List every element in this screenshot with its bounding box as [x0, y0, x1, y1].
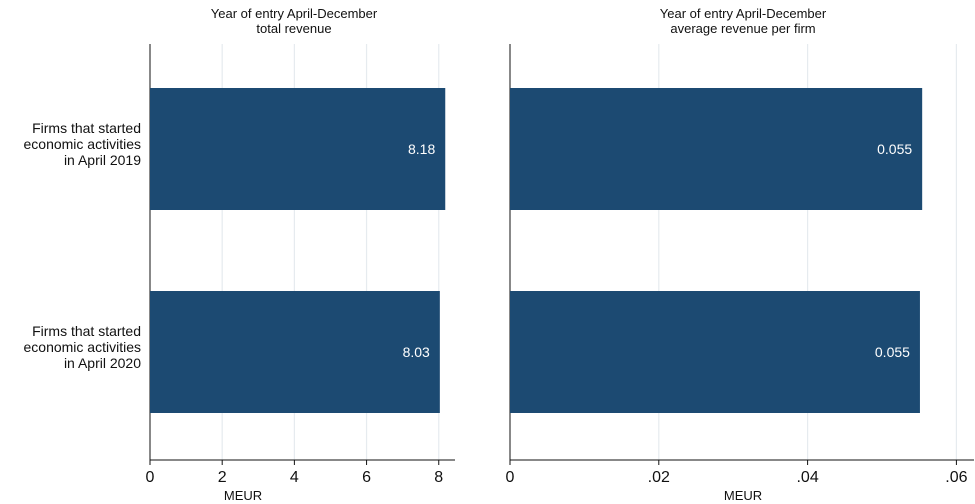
x-tick-label: 2 — [218, 469, 227, 486]
panel-title: Year of entry April-December — [660, 6, 827, 21]
category-label-line: Firms that started — [32, 323, 141, 339]
category-label: Firms that started economic activities in … — [24, 323, 142, 371]
x-tick-label: 4 — [290, 469, 299, 486]
x-tick-label: 8 — [434, 469, 443, 486]
bar — [150, 88, 446, 210]
x-tick-label: .06 — [945, 469, 967, 486]
bar-data-label: 8.03 — [403, 344, 430, 360]
bar-data-label: 8.18 — [408, 141, 435, 157]
bar-data-label: 0.055 — [875, 344, 910, 360]
x-tick-label: .04 — [796, 469, 818, 486]
category-label-line: economic activities — [24, 339, 142, 355]
bar — [510, 88, 923, 210]
panel-subtitle: average revenue per firm — [670, 21, 815, 36]
bar — [150, 291, 440, 413]
x-tick-label: 0 — [146, 469, 155, 486]
category-label-line: in April 2020 — [64, 355, 141, 371]
x-axis-label: MEUR — [724, 488, 762, 503]
category-label-line: economic activities — [24, 136, 142, 152]
bar-data-label: 0.055 — [877, 141, 912, 157]
bar — [510, 291, 920, 413]
x-axis-label: MEUR — [224, 488, 262, 503]
panel-title: Year of entry April-December — [211, 6, 378, 21]
panel-subtitle: total revenue — [256, 21, 331, 36]
category-label-line: in April 2019 — [64, 152, 141, 168]
category-label-line: Firms that started — [32, 120, 141, 136]
category-label: Firms that started economic activities in … — [24, 120, 142, 168]
x-tick-label: 0 — [506, 469, 515, 486]
x-tick-label: .02 — [648, 469, 670, 486]
x-tick-label: 6 — [362, 469, 371, 486]
